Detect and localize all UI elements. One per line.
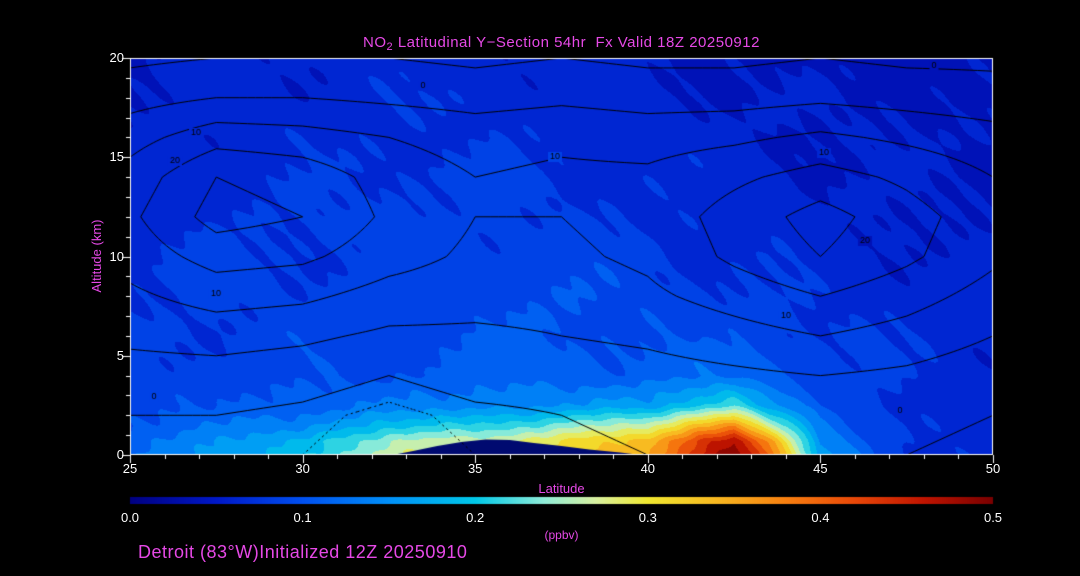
- colorbar-tick-label: 0.2: [466, 510, 485, 525]
- colorbar-tick-label: 0.1: [293, 510, 312, 525]
- colorbar-tick-label: 0.0: [120, 510, 140, 525]
- colorbar-tick-label: 0.3: [638, 510, 657, 525]
- x-tick-label: 25: [122, 461, 138, 476]
- colorbar-tick-label: 0.5: [983, 510, 1003, 525]
- chart-title-rest: Latitudinal Y−Section 54hr Fx Valid 18Z …: [393, 34, 760, 51]
- footer-annotation: Detroit (83°W)Initialized 12Z 20250910: [138, 542, 468, 562]
- chart-title-subscript: 2: [386, 41, 394, 53]
- y-tick-label: 10: [109, 248, 124, 264]
- colorbar-unit-label: (ppbv): [544, 528, 579, 542]
- x-tick-label: 40: [640, 461, 656, 476]
- chart-title: NO2 Latitudinal Y−Section 54hr Fx Valid …: [130, 34, 993, 53]
- x-tick-label: 30: [295, 461, 310, 476]
- chart-title-prefix: NO: [363, 34, 387, 51]
- y-tick-label: 20: [109, 50, 124, 65]
- x-tick-label: 45: [813, 461, 828, 476]
- y-tick-label: 0: [116, 447, 124, 462]
- x-axis-label: Latitude: [538, 481, 585, 496]
- y-tick-label: 15: [109, 149, 124, 165]
- x-tick-label: 35: [467, 461, 483, 476]
- colorbar-tick-label: 0.4: [811, 510, 830, 525]
- y-tick-label: 5: [116, 347, 124, 363]
- x-tick-label: 50: [985, 461, 1001, 476]
